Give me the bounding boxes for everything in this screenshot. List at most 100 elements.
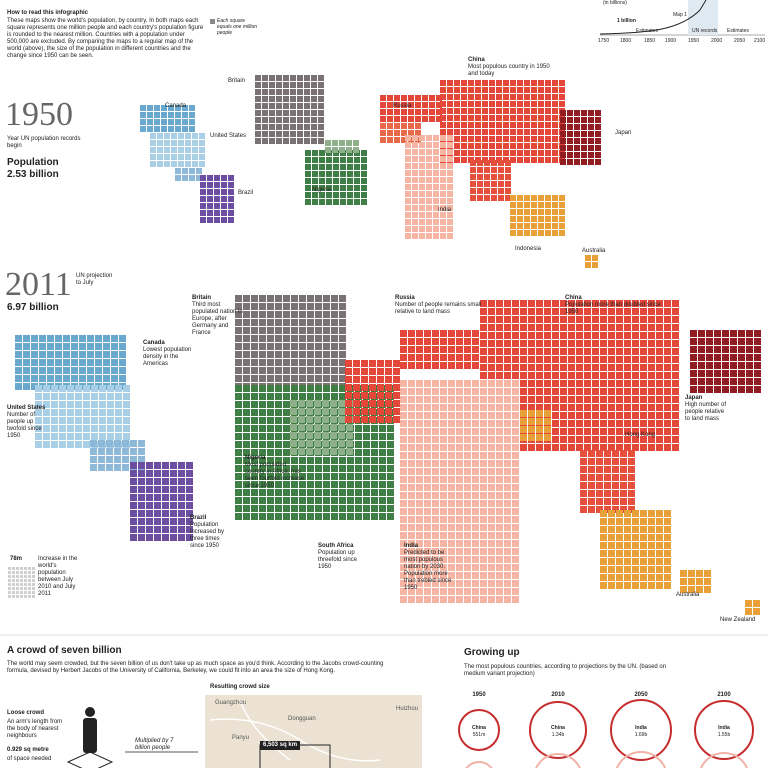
map-cell [275,319,282,326]
map-cell [162,486,169,493]
map-cell [510,129,516,135]
map-cell [512,404,519,411]
map-cell [262,103,268,109]
map-cell [632,582,639,589]
map-cell [51,393,58,400]
map-cell [340,164,346,170]
map-cell [283,96,289,102]
map-cell [584,316,591,323]
map-cell [178,462,185,469]
map-cell [560,412,567,419]
map-cell [576,340,583,347]
map-cell [363,465,370,472]
map-cell [304,124,310,130]
map-cell [738,330,745,337]
map-cell [385,368,392,375]
map-cell [472,596,479,603]
map-cell [496,348,503,355]
map-cell [283,425,290,432]
map-cell [235,425,242,432]
map-cell [346,448,353,455]
map-cell [243,303,250,310]
map-cell [32,579,35,582]
map-cell [538,230,544,236]
map-cell [584,388,591,395]
map-cell [401,123,407,129]
map-cell [318,138,324,144]
map-cell [24,595,27,598]
map-cell [107,433,114,440]
map-cell [319,171,325,177]
map-cell [355,433,362,440]
map-cell [283,465,290,472]
map-cell [95,351,102,358]
map-cell [545,94,551,100]
map-cell [482,129,488,135]
map-cell [472,354,479,361]
map-cell [448,548,455,555]
map-cell [331,351,338,358]
map-cell [275,367,282,374]
map-cell [496,300,503,307]
map-cell [632,396,639,403]
map-cell [221,217,227,223]
map-cell [416,436,423,443]
map-cell [496,436,503,443]
map-cell [475,115,481,121]
map-cell [243,513,250,520]
map-cell [353,360,360,367]
map-cell [447,135,453,141]
map-cell [15,375,22,382]
map-cell [331,367,338,374]
map-cell [298,448,305,455]
map-cell [616,534,623,541]
map-cell [408,444,415,451]
map-cell [664,444,671,451]
map-cell [43,425,50,432]
map-cell [538,195,544,201]
map-cell [432,524,439,531]
map-cell [624,324,631,331]
map-cell [624,542,631,549]
map-cell [393,392,400,399]
map-cell [581,152,587,158]
map-cell [259,457,266,464]
map-cell [107,425,114,432]
map-cell [504,356,511,363]
map-cell [454,157,460,163]
map-cell [448,444,455,451]
map-cell [154,486,161,493]
map-cell [339,457,346,464]
map-cell [304,110,310,116]
map-cell [347,513,354,520]
map-cell [243,367,250,374]
map-cell [339,497,346,504]
map-cell [377,384,384,391]
map-cell [424,596,431,603]
map-cell [448,396,455,403]
map-cell [552,87,558,93]
map-cell [59,409,66,416]
map-cell [59,441,66,448]
map-cell [496,524,503,531]
map-cell [624,420,631,427]
map-cell [311,89,317,95]
map-cell [552,372,559,379]
map-cell [331,295,338,302]
map-cell [319,178,325,184]
map-cell [656,526,663,533]
map-cell [612,458,619,465]
map-cell [412,149,418,155]
map-cell [424,516,431,523]
map-cell [560,444,567,451]
map-cell [67,393,74,400]
map-cell [440,142,446,148]
map-cell [664,316,671,323]
map-cell [314,400,321,407]
map-cell [488,388,495,395]
map-cell [517,216,523,222]
map-cell [345,384,352,391]
map-cell [648,388,655,395]
map-cell [538,80,544,86]
map-cell [488,468,495,475]
